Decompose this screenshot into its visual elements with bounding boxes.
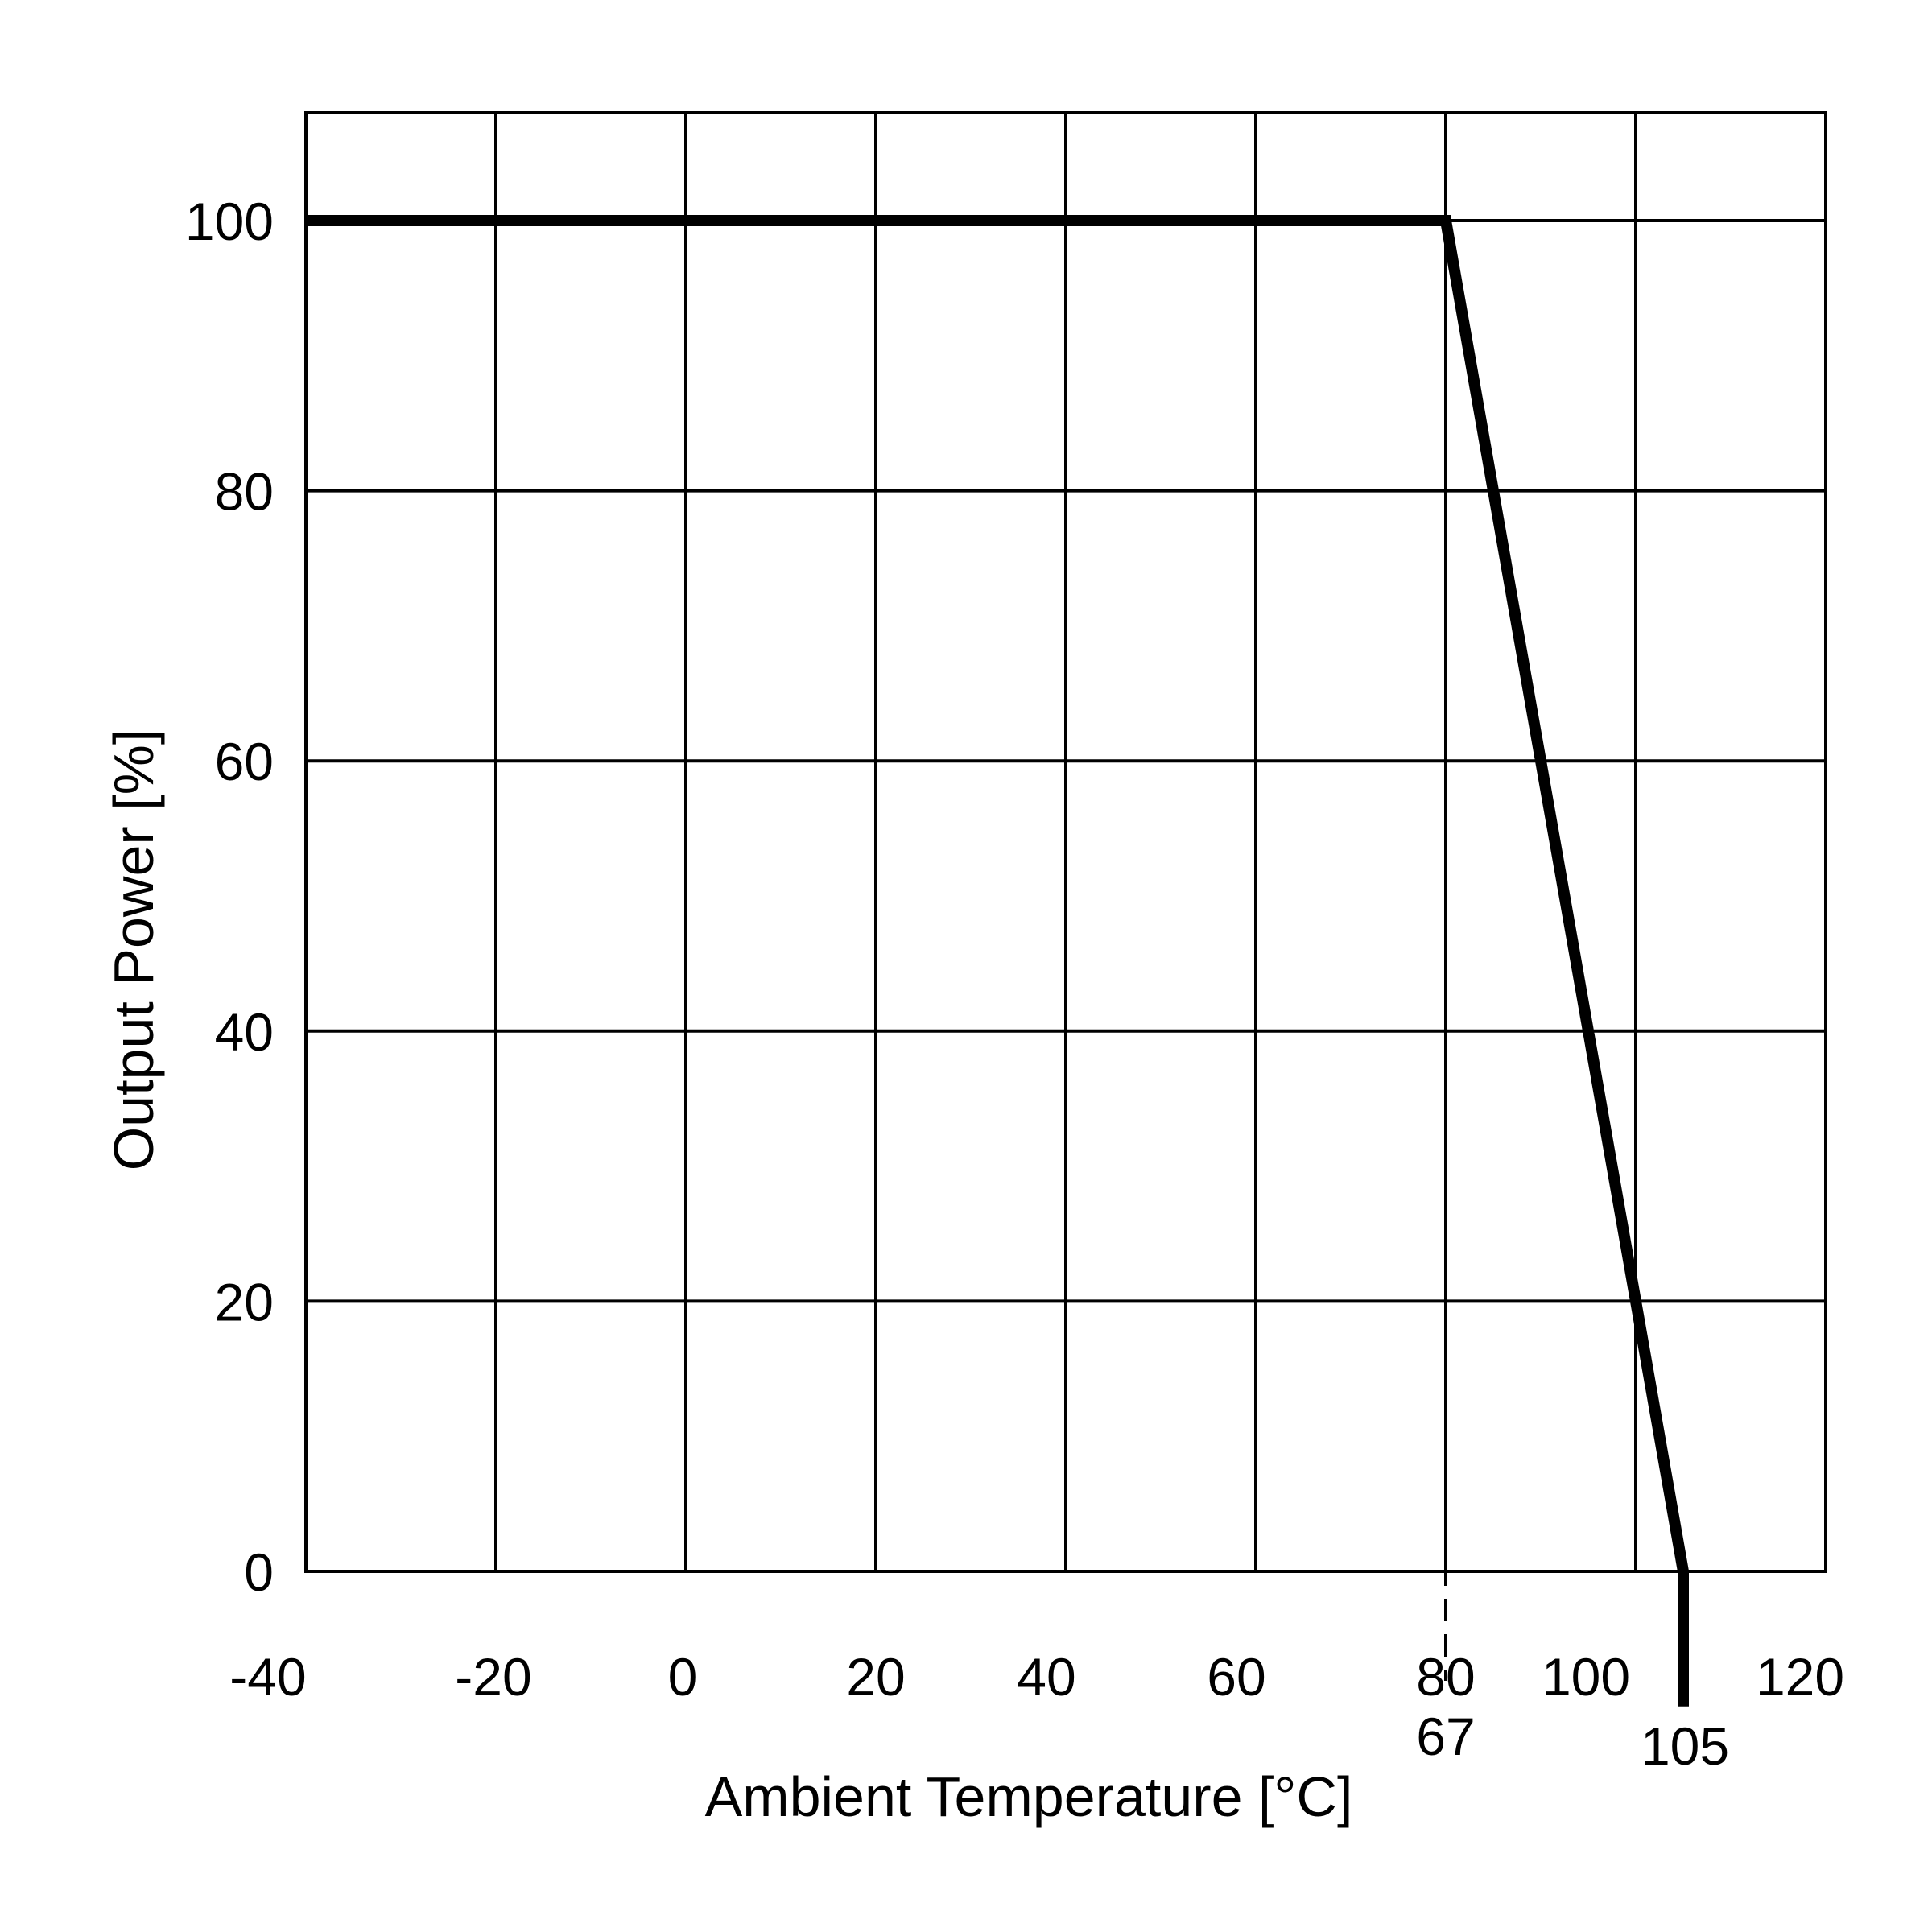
x-tick-label: -40 [229, 1647, 306, 1707]
annotation-labels: 67 105 [1416, 1707, 1729, 1776]
y-tick-label: 0 [244, 1542, 274, 1602]
grid-lines [306, 113, 1826, 1571]
annotation-label: 105 [1641, 1716, 1729, 1776]
x-tick-label: 100 [1542, 1647, 1630, 1707]
annotation-label: 67 [1416, 1707, 1475, 1766]
x-axis-title: Ambient Temperature [°C] [705, 1765, 1353, 1828]
y-tick-label: 60 [215, 732, 274, 791]
x-tick-labels: -40 -20 0 20 40 60 80 100 120 [229, 1647, 1844, 1707]
x-tick-label: 80 [1416, 1647, 1475, 1707]
x-tick-label: 60 [1207, 1647, 1265, 1707]
series-layer [306, 215, 1689, 1707]
y-tick-labels: 0 20 40 60 80 100 [185, 192, 274, 1602]
derating-line [306, 215, 1689, 1707]
x-tick-label: -20 [455, 1647, 531, 1707]
y-tick-label: 100 [185, 192, 274, 251]
plot-frame [304, 111, 1827, 1573]
y-tick-label: 40 [215, 1002, 274, 1062]
x-tick-label: 20 [846, 1647, 905, 1707]
y-axis-title: Output Power [%] [102, 729, 165, 1171]
x-tick-label: 40 [1017, 1647, 1075, 1707]
x-tick-label: 0 [668, 1647, 698, 1707]
y-tick-label: 80 [215, 462, 274, 522]
x-tick-label: 120 [1756, 1647, 1844, 1707]
y-tick-label: 20 [215, 1272, 274, 1331]
